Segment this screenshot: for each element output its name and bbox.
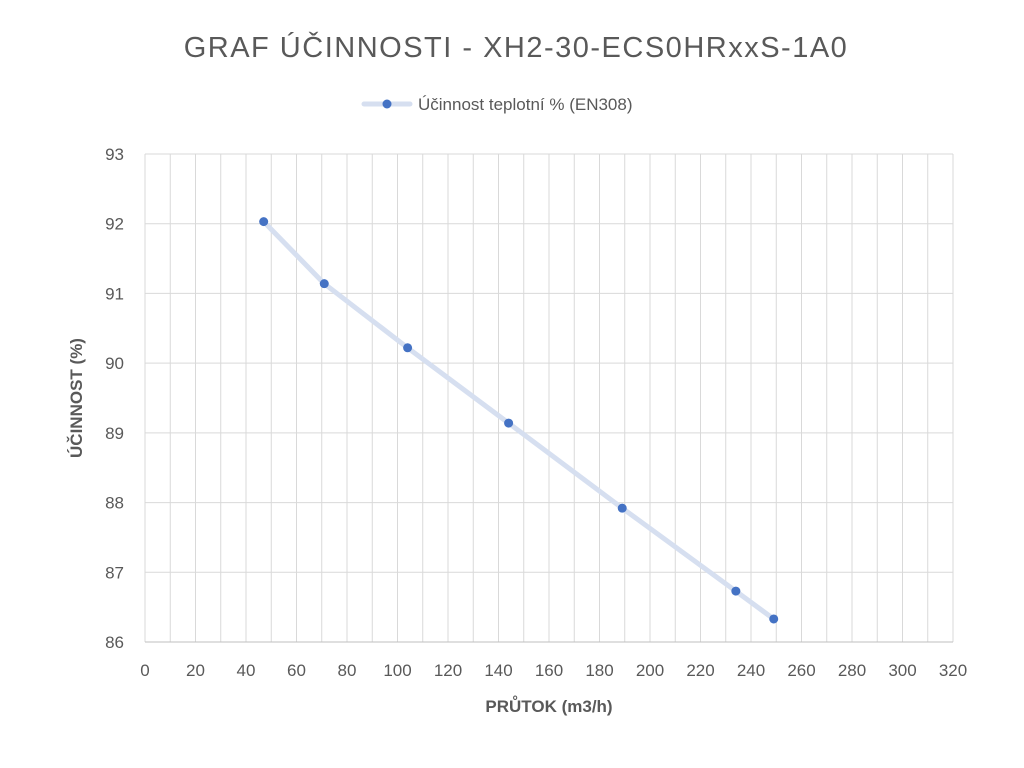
- x-tick-label: 320: [939, 661, 967, 680]
- y-axis-tick-labels: 86 87 88 89 90 91 92 93: [105, 145, 124, 652]
- x-tick-label: 140: [484, 661, 512, 680]
- y-tick-label: 89: [105, 424, 124, 443]
- x-tick-label: 180: [585, 661, 613, 680]
- data-point: [731, 586, 741, 596]
- data-point: [319, 279, 329, 289]
- y-tick-label: 87: [105, 563, 124, 582]
- y-axis-title: ÚČINNOST (%): [67, 338, 86, 458]
- x-tick-label: 60: [287, 661, 306, 680]
- x-tick-label: 300: [888, 661, 916, 680]
- data-point: [259, 217, 269, 227]
- x-tick-label: 200: [636, 661, 664, 680]
- y-tick-label: 86: [105, 633, 124, 652]
- series-line: [261, 219, 777, 622]
- x-tick-label: 220: [686, 661, 714, 680]
- x-tick-label: 100: [383, 661, 411, 680]
- x-tick-label: 160: [535, 661, 563, 680]
- data-point: [617, 503, 627, 513]
- y-tick-label: 93: [105, 145, 124, 164]
- data-point: [769, 614, 779, 624]
- x-tick-label: 40: [237, 661, 256, 680]
- y-tick-label: 91: [105, 284, 124, 303]
- grid: [144, 153, 954, 643]
- legend: Účinnost teplotní % (EN308): [361, 95, 633, 114]
- x-axis-title: PRŮTOK (m3/h): [485, 696, 612, 716]
- series-efficiency: [259, 217, 779, 624]
- data-point: [504, 418, 514, 428]
- x-axis-tick-labels: 0 20 40 60 80 100 120 140 160 180 200 220 240 260 280 3…: [140, 661, 967, 680]
- x-tick-label: 80: [338, 661, 357, 680]
- x-tick-label: 260: [787, 661, 815, 680]
- x-tick-label: 20: [186, 661, 205, 680]
- y-tick-label: 88: [105, 494, 124, 513]
- y-tick-label: 92: [105, 215, 124, 234]
- x-tick-label: 120: [434, 661, 462, 680]
- x-tick-label: 0: [140, 661, 149, 680]
- legend-label: Účinnost teplotní % (EN308): [418, 95, 633, 114]
- x-tick-label: 240: [737, 661, 765, 680]
- x-tick-label: 280: [838, 661, 866, 680]
- chart-title: GRAF ÚČINNOSTI - XH2-30-ECS0HRxxS-1A0: [184, 30, 849, 64]
- y-tick-label: 90: [105, 354, 124, 373]
- data-point: [403, 343, 413, 353]
- legend-marker-swatch: [382, 99, 392, 109]
